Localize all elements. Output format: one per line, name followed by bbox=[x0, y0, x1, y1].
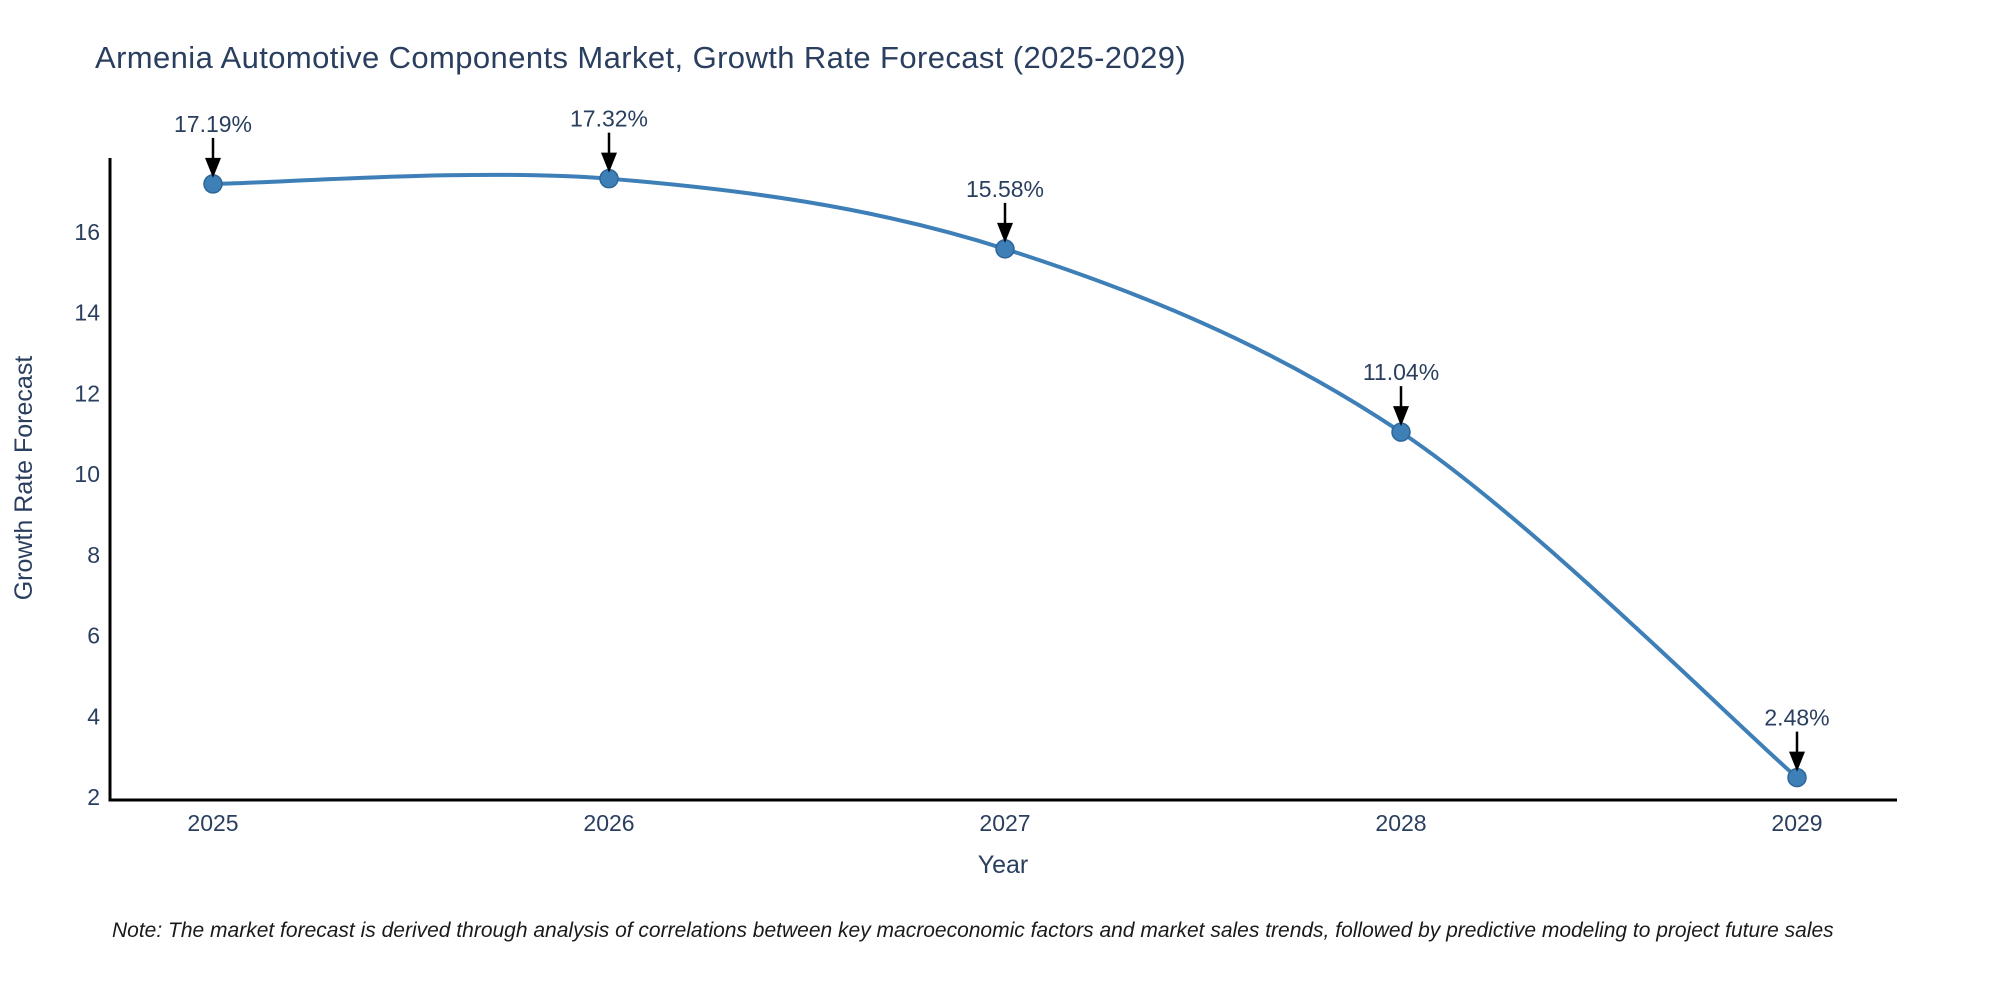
annotation-arrowhead-icon bbox=[1789, 751, 1805, 772]
annotation-arrowhead-icon bbox=[601, 152, 617, 173]
data-point-label: 15.58% bbox=[966, 176, 1044, 202]
forecast-line bbox=[211, 172, 1799, 780]
x-tick-label: 2028 bbox=[1375, 810, 1426, 836]
x-tick-label: 2026 bbox=[583, 810, 634, 836]
y-tick-label: 10 bbox=[74, 461, 100, 487]
x-axis-title: Year bbox=[978, 851, 1029, 879]
data-point-label: 17.32% bbox=[570, 106, 648, 132]
y-tick-label: 16 bbox=[74, 219, 100, 245]
plot-area: 2 4 6 8 10 12 14 16 2025 2026 2027 2028 2029 17.19% 17… bbox=[74, 106, 1829, 836]
y-tick-label: 2 bbox=[87, 784, 100, 810]
data-point-label: 17.19% bbox=[174, 111, 252, 137]
chart-title: Armenia Automotive Components Market, Gr… bbox=[95, 40, 1186, 75]
y-tick-label: 6 bbox=[87, 623, 100, 649]
y-tick-label: 14 bbox=[74, 300, 100, 326]
x-tick-label: 2025 bbox=[187, 810, 238, 836]
annotation-arrowhead-icon bbox=[205, 157, 221, 178]
y-tick-label: 8 bbox=[87, 542, 100, 568]
annotation-arrowhead-icon bbox=[997, 222, 1013, 243]
y-tick-label: 12 bbox=[74, 380, 100, 406]
data-point-label: 2.48% bbox=[1764, 705, 1829, 731]
annotation-arrowhead-icon bbox=[1393, 406, 1409, 427]
x-tick-label: 2029 bbox=[1771, 810, 1822, 836]
y-axis-title: Growth Rate Forecast bbox=[10, 356, 38, 601]
note-text: Note: The market forecast is derived thr… bbox=[112, 919, 1834, 942]
y-tick-label: 4 bbox=[87, 703, 100, 729]
data-point-label: 11.04% bbox=[1363, 359, 1439, 385]
x-tick-label: 2027 bbox=[979, 810, 1030, 836]
